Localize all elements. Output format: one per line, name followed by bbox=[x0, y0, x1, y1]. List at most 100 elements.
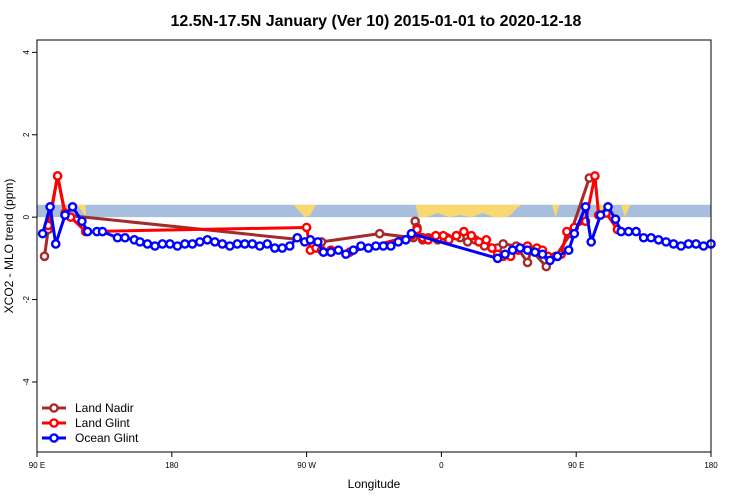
data-point-ocean-glint bbox=[569, 228, 580, 239]
legend-swatch-marker bbox=[49, 418, 59, 428]
land-fill-layer bbox=[66, 204, 631, 218]
data-point-ocean-glint bbox=[165, 239, 175, 249]
land-fill bbox=[621, 204, 631, 218]
data-point-ocean-glint bbox=[277, 243, 288, 253]
land-fill bbox=[293, 204, 316, 218]
data-point-ocean-glint bbox=[77, 216, 87, 227]
x-axis: 90 E 180 90 W 0 90 E 180 bbox=[29, 452, 718, 470]
x-tick-label: 90 W bbox=[297, 461, 316, 470]
data-point-ocean-glint bbox=[202, 235, 213, 245]
y-axis: -4 -2 0 2 4 bbox=[22, 50, 37, 386]
data-point-ocean-glint bbox=[187, 239, 198, 249]
data-point-ocean-glint bbox=[284, 241, 295, 251]
data-point-ocean-glint bbox=[500, 249, 510, 260]
data-point-ocean-glint bbox=[195, 237, 205, 247]
data-point-ocean-glint bbox=[232, 239, 243, 249]
data-point-land-glint bbox=[430, 230, 441, 241]
data-point-land-glint bbox=[466, 230, 477, 241]
x-tick-label: 180 bbox=[165, 461, 179, 470]
data-point-ocean-glint bbox=[507, 245, 518, 255]
data-point-ocean-glint bbox=[363, 243, 374, 253]
data-point-ocean-glint bbox=[225, 241, 235, 251]
data-point-ocean-glint bbox=[492, 253, 503, 264]
data-point-ocean-glint bbox=[254, 241, 265, 251]
data-point-land-glint bbox=[301, 222, 312, 233]
data-point-ocean-glint bbox=[691, 239, 701, 249]
chart-title: 12.5N-17.5N January (Ver 10) 2015-01-01 … bbox=[171, 13, 582, 30]
y-tick-label: 0 bbox=[22, 214, 31, 219]
data-point-ocean-glint bbox=[646, 232, 656, 243]
data-point-ocean-glint bbox=[60, 210, 70, 220]
data-point-ocean-glint bbox=[112, 232, 123, 243]
x-tick-label: 90 E bbox=[568, 461, 584, 470]
data-point-land-glint bbox=[451, 230, 462, 241]
data-point-ocean-glint bbox=[537, 249, 548, 260]
data-point-ocean-glint bbox=[210, 237, 220, 247]
data-point-ocean-glint bbox=[371, 241, 381, 251]
data-point-land-glint bbox=[590, 171, 600, 181]
data-point-ocean-glint bbox=[638, 232, 649, 243]
data-point-land-glint bbox=[481, 235, 492, 245]
land-fill bbox=[66, 204, 86, 218]
legend-item-land-glint: Land Glint bbox=[42, 416, 130, 430]
data-point-ocean-glint bbox=[157, 239, 168, 249]
data-point-ocean-glint bbox=[269, 243, 280, 253]
data-point-ocean-glint bbox=[595, 210, 606, 220]
series-layer bbox=[37, 171, 716, 272]
data-point-land-glint bbox=[459, 226, 469, 237]
x-tick-label: 0 bbox=[439, 461, 444, 470]
data-point-ocean-glint bbox=[515, 243, 525, 253]
y-axis-label: XCO2 - MLO trend (ppm) bbox=[2, 179, 16, 314]
data-point-ocean-glint bbox=[676, 241, 686, 251]
data-point-ocean-glint bbox=[563, 245, 574, 255]
data-point-land-nadir bbox=[374, 228, 385, 239]
data-point-land-nadir bbox=[39, 251, 50, 262]
data-point-ocean-glint bbox=[522, 245, 533, 255]
data-point-ocean-glint bbox=[45, 202, 55, 212]
x-tick-label: 90 E bbox=[29, 461, 45, 470]
data-point-ocean-glint bbox=[82, 226, 93, 237]
data-point-ocean-glint bbox=[610, 214, 621, 225]
y-tick-label: -4 bbox=[22, 378, 31, 386]
data-point-ocean-glint bbox=[393, 237, 404, 247]
data-point-ocean-glint bbox=[623, 226, 634, 237]
data-point-ocean-glint bbox=[240, 239, 250, 249]
data-point-land-nadir bbox=[498, 239, 508, 249]
y-tick-label: 4 bbox=[22, 50, 31, 55]
data-point-ocean-glint bbox=[217, 239, 228, 249]
legend-swatch-marker bbox=[49, 433, 59, 443]
data-point-ocean-glint bbox=[333, 245, 344, 255]
data-point-land-glint bbox=[487, 243, 497, 253]
legend-label: Land Glint bbox=[75, 416, 130, 430]
data-point-ocean-glint bbox=[616, 226, 626, 237]
plot-frame bbox=[36, 39, 712, 453]
data-point-ocean-glint bbox=[67, 202, 78, 212]
land-fill bbox=[415, 204, 522, 218]
data-point-ocean-glint bbox=[586, 237, 596, 247]
x-tick-label: 180 bbox=[704, 461, 718, 470]
data-point-ocean-glint bbox=[545, 255, 555, 266]
data-point-land-glint bbox=[474, 237, 484, 247]
data-point-ocean-glint bbox=[247, 239, 258, 249]
land-fill bbox=[551, 204, 560, 218]
data-point-ocean-glint bbox=[668, 239, 679, 249]
legend-swatch-marker bbox=[49, 403, 59, 413]
data-point-land-glint bbox=[562, 226, 572, 237]
data-point-ocean-glint bbox=[37, 228, 48, 239]
data-point-land-nadir bbox=[522, 257, 533, 268]
series-ocean-glint bbox=[37, 202, 716, 266]
data-point-ocean-glint bbox=[386, 241, 396, 251]
data-point-ocean-glint bbox=[318, 247, 329, 257]
ocean-band-layer bbox=[37, 204, 711, 218]
data-point-ocean-glint bbox=[683, 239, 694, 249]
y-tick-label: 2 bbox=[22, 132, 31, 137]
x-axis-label: Longitude bbox=[348, 477, 401, 491]
data-point-ocean-glint bbox=[653, 235, 664, 245]
data-point-ocean-glint bbox=[120, 232, 130, 243]
data-point-ocean-glint bbox=[142, 239, 153, 249]
legend-item-land-nadir: Land Nadir bbox=[42, 401, 134, 415]
data-point-ocean-glint bbox=[262, 239, 273, 249]
data-point-ocean-glint bbox=[313, 237, 323, 247]
